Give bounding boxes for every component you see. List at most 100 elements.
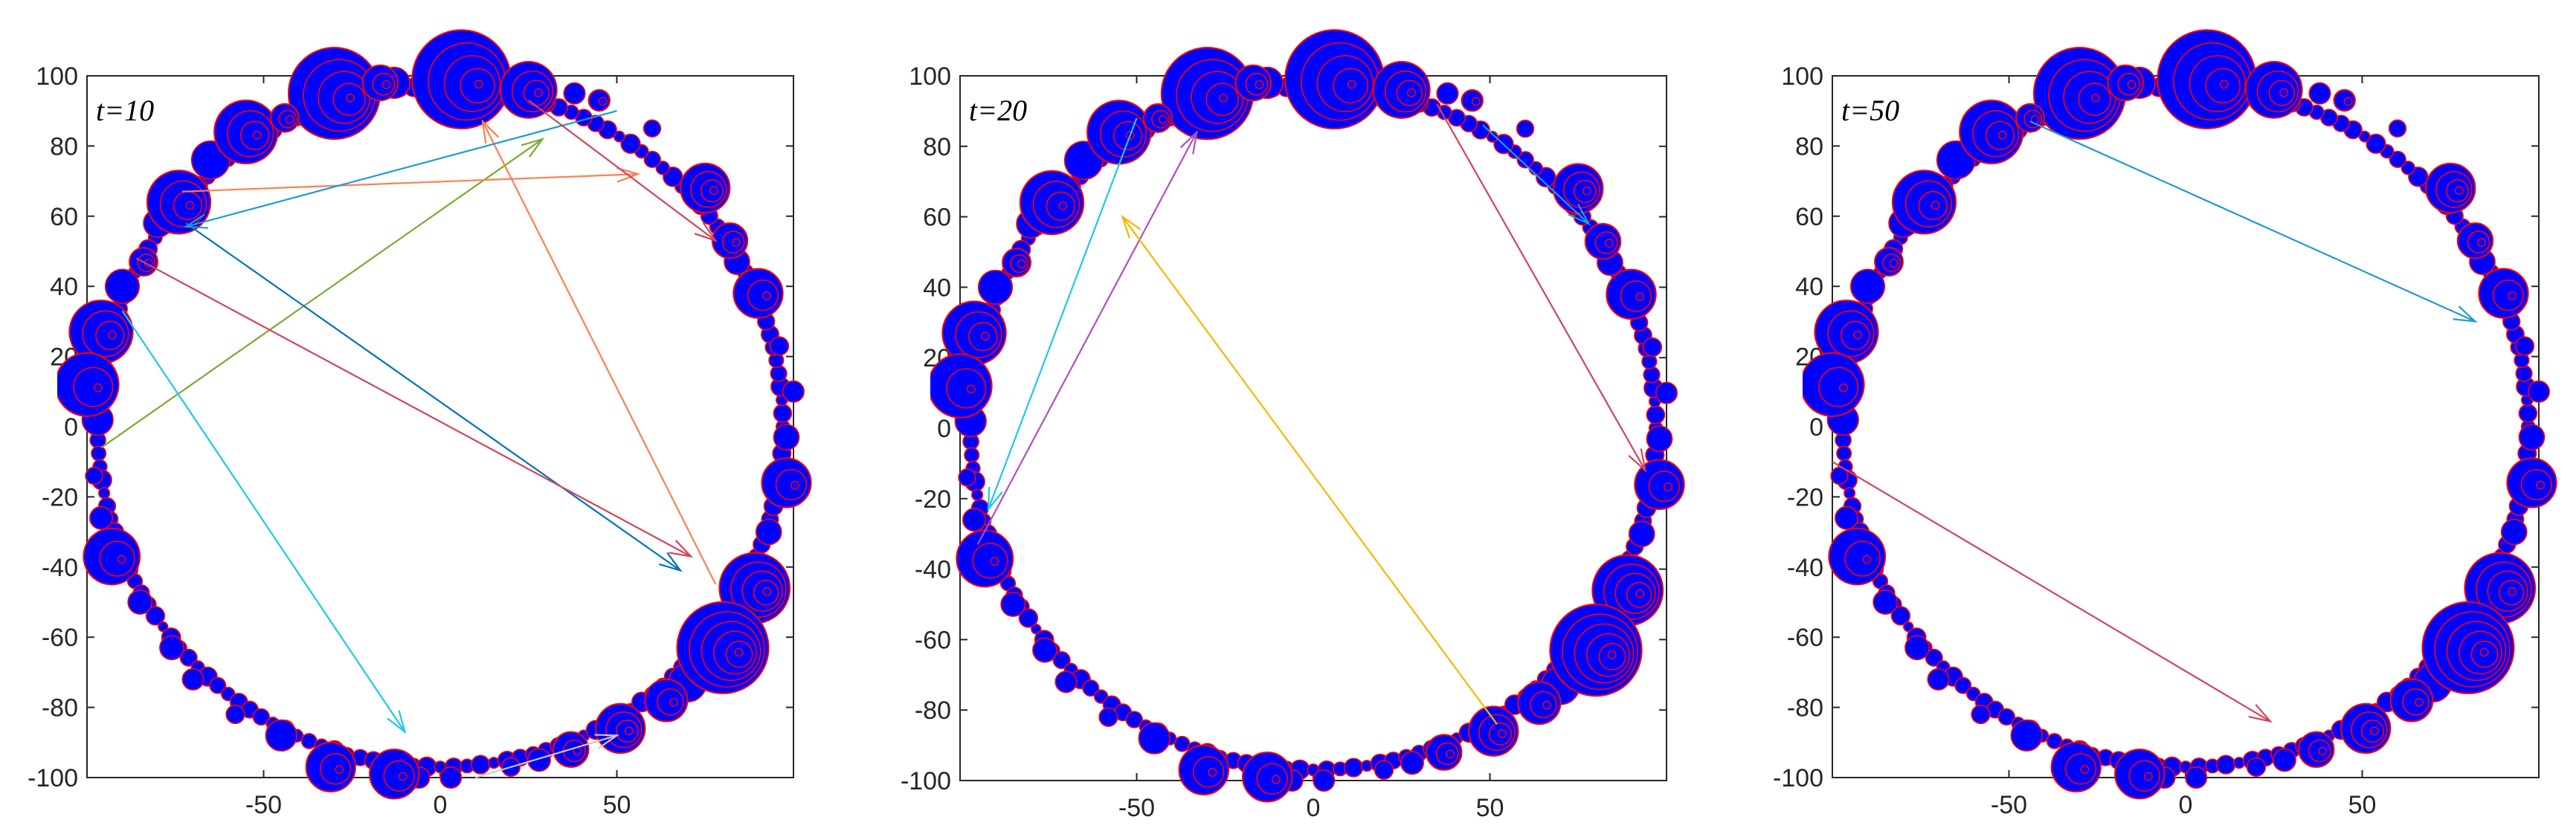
network-node xyxy=(1836,445,1852,462)
y-tick-label: 80 xyxy=(50,132,78,161)
y-tick-label: -20 xyxy=(915,485,951,514)
node-ring-mark xyxy=(1112,120,1143,151)
node-center-mark xyxy=(790,480,800,490)
arrow-shaft xyxy=(1121,216,1498,725)
node-center-mark xyxy=(2343,97,2353,106)
node-center-mark xyxy=(2143,772,2153,781)
node-ring-mark xyxy=(1620,280,1652,312)
node-center-mark xyxy=(2415,698,2424,707)
network-node xyxy=(643,119,662,138)
node-center-mark xyxy=(1607,650,1617,659)
y-tick-label: -80 xyxy=(915,697,951,725)
network-node xyxy=(711,222,749,259)
node-center-mark xyxy=(2479,647,2489,657)
node-center-mark xyxy=(185,201,195,210)
node-ring-mark xyxy=(2459,630,2502,675)
network-node xyxy=(2308,82,2331,105)
node-ring-mark xyxy=(747,279,779,311)
panel-title: t=20 xyxy=(969,94,1027,127)
network-node xyxy=(773,424,800,451)
node-center-mark xyxy=(1347,80,1356,89)
arrow-shaft xyxy=(976,132,1198,545)
node-center-mark xyxy=(1017,259,1026,269)
arrow-shaft xyxy=(1482,124,1590,224)
network-node xyxy=(98,487,111,500)
arrow-head xyxy=(594,734,619,749)
transfer-arrow xyxy=(100,137,545,449)
network-node xyxy=(1054,671,1078,694)
y-tick-label: -40 xyxy=(915,556,951,584)
node-ring-mark xyxy=(2128,760,2160,792)
network-node xyxy=(2478,268,2529,319)
network-node xyxy=(2107,64,2144,102)
node-ring-mark xyxy=(2476,561,2532,618)
node-ring-mark xyxy=(2189,55,2247,112)
node-ring-mark xyxy=(2402,688,2430,716)
arrow-head xyxy=(521,137,545,158)
x-tick-label: -50 xyxy=(1991,791,2027,819)
network-node xyxy=(2514,336,2535,356)
node-ring-mark xyxy=(605,711,643,749)
arrow-head xyxy=(1179,129,1198,155)
network-node xyxy=(1904,635,1930,661)
network-node xyxy=(1830,466,1849,485)
node-center-mark xyxy=(1664,482,1673,492)
arrow-head xyxy=(1121,214,1142,239)
node-ring-mark xyxy=(99,540,135,577)
network-node xyxy=(1606,268,1657,320)
transfer-arrow xyxy=(135,257,694,558)
node-ring-mark xyxy=(1530,691,1557,719)
network-node xyxy=(1082,679,1100,697)
node-ring-mark xyxy=(1563,171,1600,209)
y-tick-label: 40 xyxy=(1795,273,1823,301)
network-node xyxy=(1313,769,1336,792)
network-node xyxy=(1646,405,1666,424)
network-node xyxy=(1997,708,2015,726)
arrow-head xyxy=(183,213,209,229)
node-ring-mark xyxy=(1882,253,1902,273)
node-ring-mark xyxy=(2023,109,2043,129)
network-node xyxy=(773,404,793,423)
arrow-shaft xyxy=(482,120,717,585)
node-ring-mark xyxy=(2435,171,2473,208)
network-node xyxy=(1890,606,1911,626)
arrow-shaft xyxy=(528,100,717,242)
network-node xyxy=(782,380,805,403)
node-center-mark xyxy=(1125,131,1135,140)
y-tick-label: 60 xyxy=(1795,203,1823,231)
arrow-shaft xyxy=(100,138,544,449)
node-ring-mark xyxy=(2445,179,2470,203)
arrow-shaft xyxy=(185,222,681,572)
node-ring-mark xyxy=(689,611,765,688)
node-ring-mark xyxy=(701,621,761,682)
node-ring-mark xyxy=(278,109,297,129)
arrow-shaft xyxy=(475,734,617,779)
node-ring-mark xyxy=(2446,621,2507,682)
node-ring-mark xyxy=(2351,711,2388,749)
node-center-mark xyxy=(1407,88,1416,97)
network-node xyxy=(1426,734,1463,771)
node-center-mark xyxy=(967,384,976,394)
node-center-mark xyxy=(2318,746,2327,756)
arrow-shaft xyxy=(1436,103,1646,471)
node-ring-mark xyxy=(955,311,1002,359)
network-node xyxy=(305,741,356,792)
transfer-arrow xyxy=(182,167,641,193)
node-ring-mark xyxy=(753,580,779,606)
node-center-mark xyxy=(1255,80,1264,89)
node-ring-mark xyxy=(1844,540,1881,577)
network-node xyxy=(977,269,1014,305)
network-node xyxy=(1927,668,1950,691)
node-center-mark xyxy=(335,765,344,775)
node-center-mark xyxy=(346,93,355,103)
node-center-mark xyxy=(1853,330,1862,340)
network-node xyxy=(2456,222,2494,259)
network-node xyxy=(57,352,120,417)
node-ring-mark xyxy=(1918,190,1948,221)
network-node xyxy=(2298,731,2335,768)
network-node xyxy=(1374,760,1394,780)
